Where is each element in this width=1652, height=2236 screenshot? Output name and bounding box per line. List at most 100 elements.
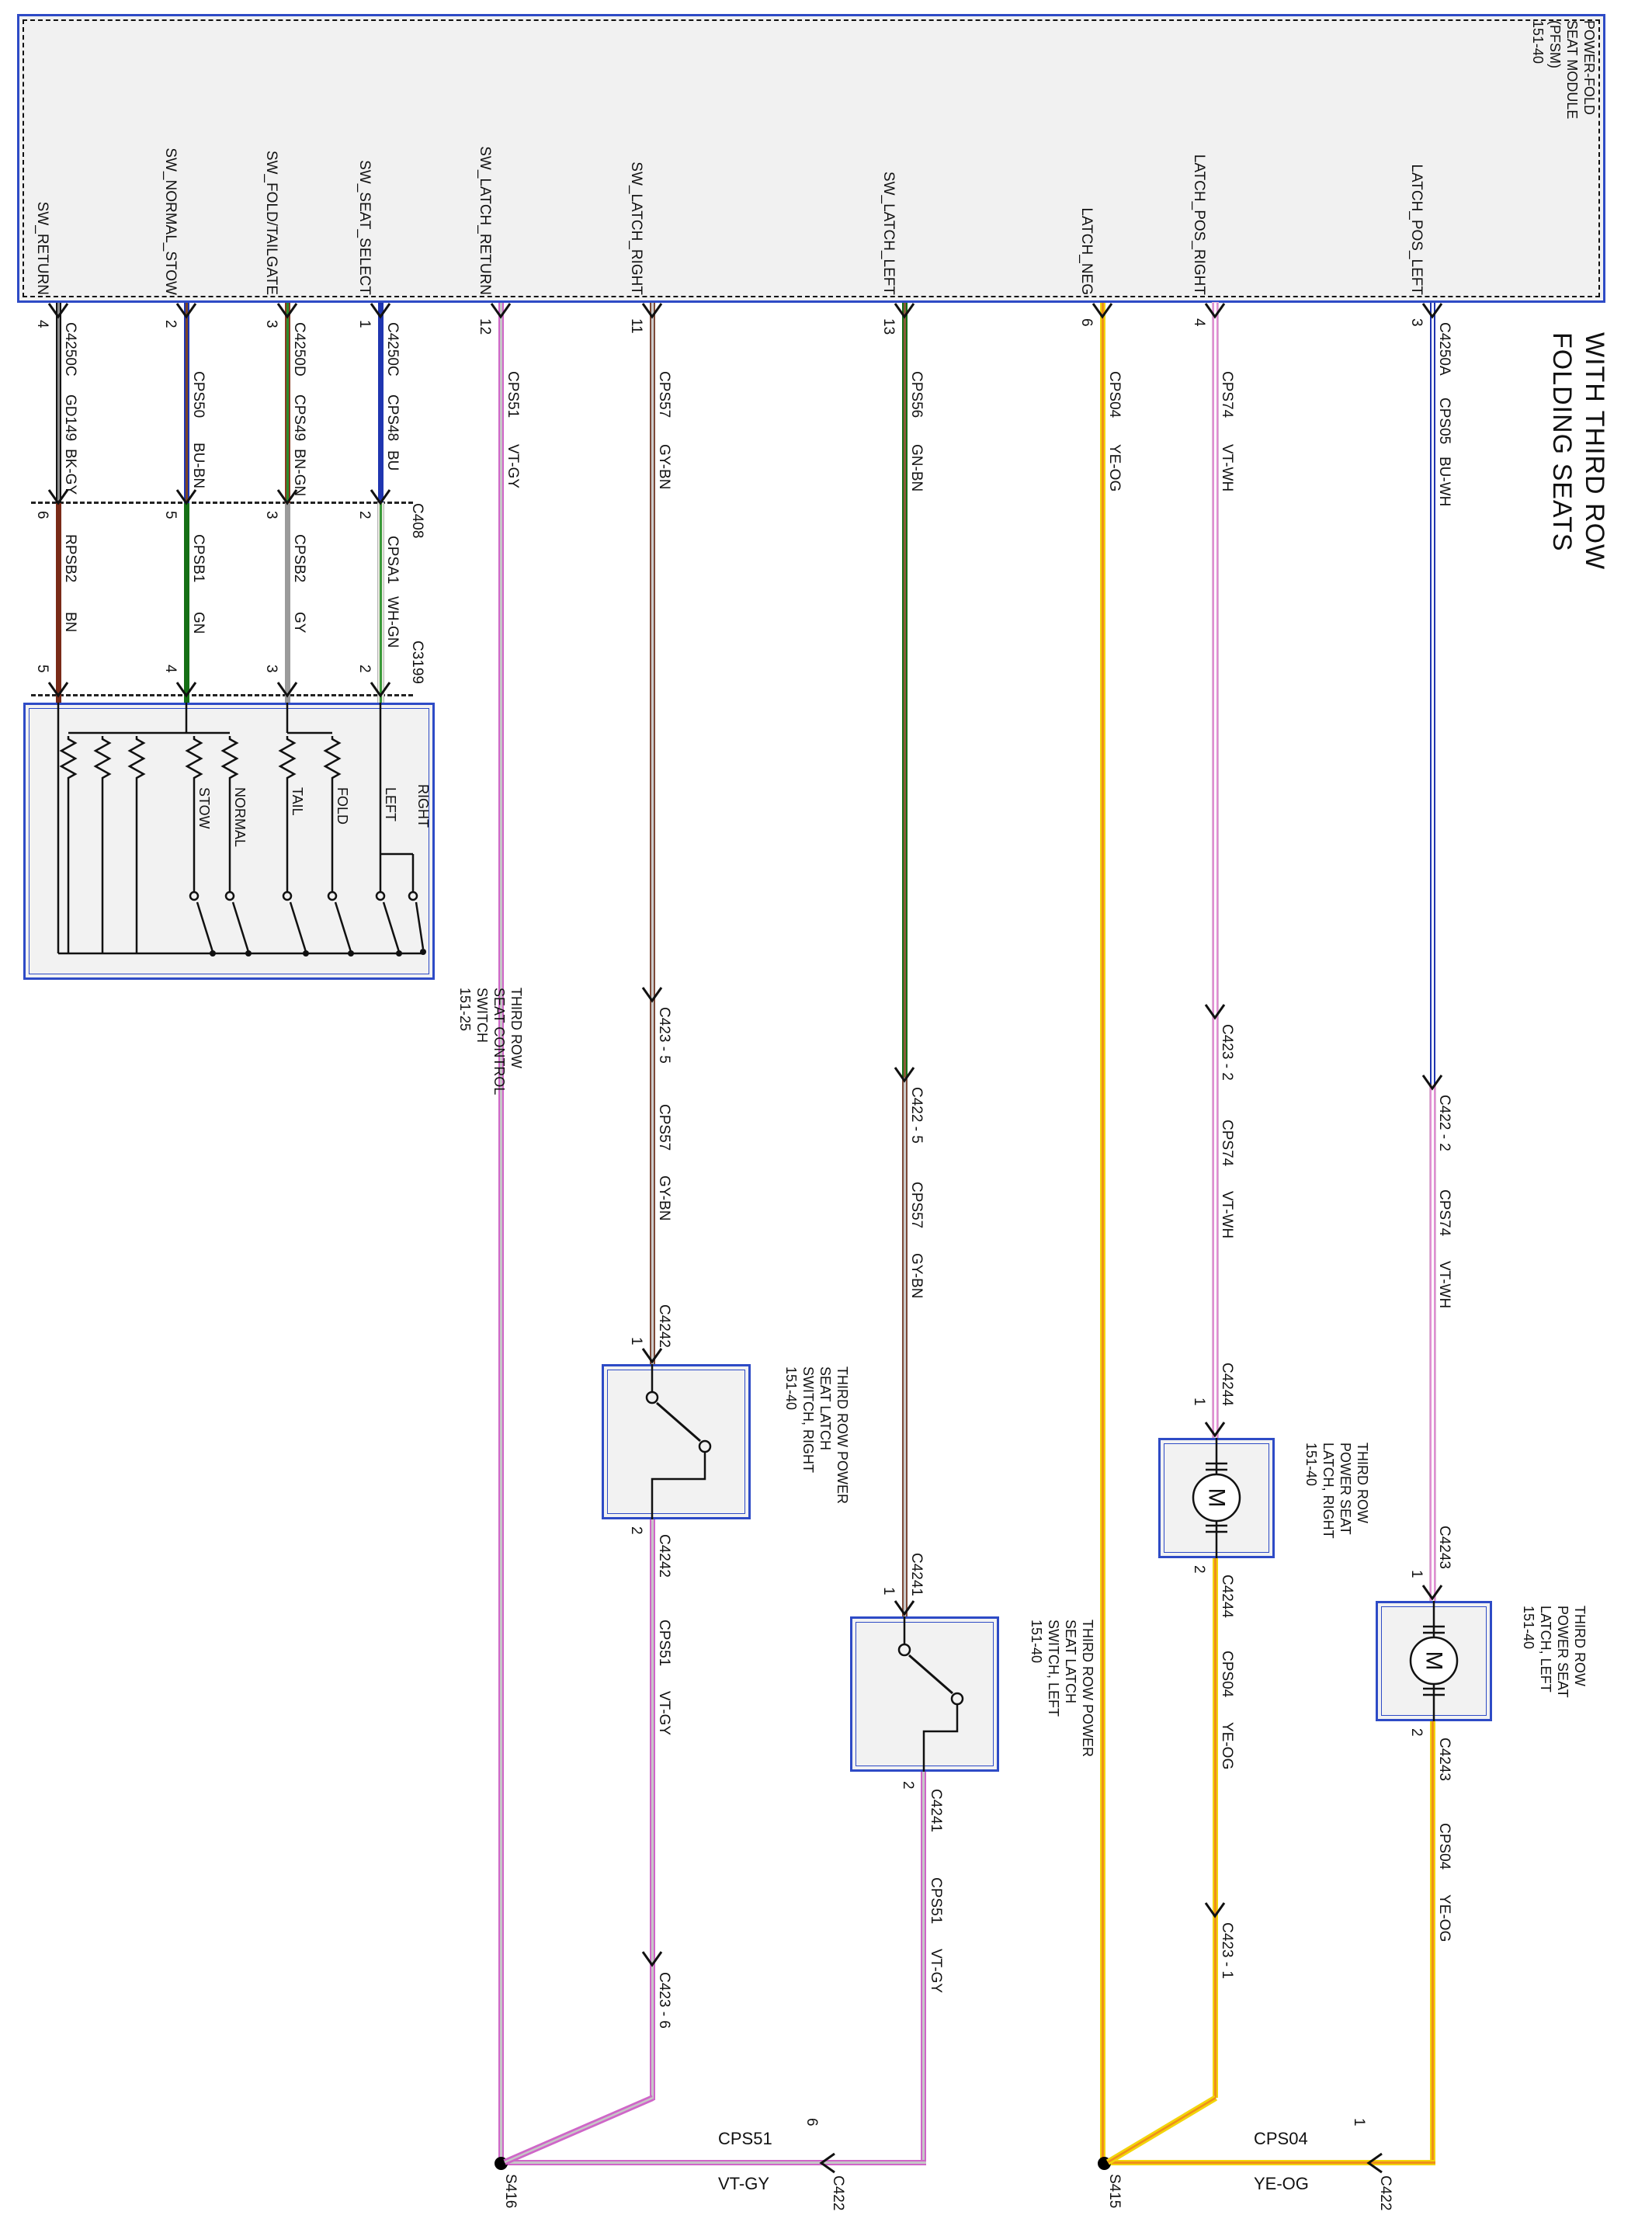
connector-label: C422 xyxy=(830,2175,846,2211)
circuit-label: CPS48 xyxy=(384,394,401,442)
splice-label-s416: S416 xyxy=(502,2174,519,2209)
latch-switch-right-box xyxy=(602,1364,751,1519)
pin-label-sw-latch-return: SW_LATCH_RETURN xyxy=(477,146,493,295)
pin-label-sw-fold-tailgate: SW_FOLD/TAILGATE xyxy=(263,150,279,295)
circuit-label: CPS51 xyxy=(928,1877,944,1925)
pin-number: 2 xyxy=(1408,1728,1425,1737)
pin-label-sw-normal-stow: SW_NORMAL_STOW xyxy=(162,148,179,295)
wire-cps51-vtgy-right-switch xyxy=(650,1519,655,2100)
circuit-label: CPS04 xyxy=(1254,2129,1308,2148)
diagonal-wires xyxy=(503,2095,1218,2165)
connector-label: C423 - 6 xyxy=(656,1972,672,2029)
circuit-label: CPS04 xyxy=(1106,371,1123,418)
color-label: GY-BN xyxy=(656,1175,672,1221)
circuit-label: RPSB2 xyxy=(62,534,78,583)
connector-label: C423 - 1 xyxy=(1219,1922,1235,1979)
color-label: GN xyxy=(190,612,206,634)
wire-cps57-gybn-left xyxy=(902,1078,908,1616)
color-label: GY xyxy=(291,612,307,634)
switch-pos-left: LEFT xyxy=(383,787,398,822)
seat-control-switch-caption: THIRD ROW SEAT CONTROL SWITCH 151-25 xyxy=(457,988,524,1095)
latch-motor-left-caption: THIRD ROW POWER SEAT LATCH, LEFT 151-40 xyxy=(1521,1606,1588,1698)
connector-label: C4243 xyxy=(1436,1526,1452,1569)
color-label: BU xyxy=(384,450,401,471)
seat-control-switch-box xyxy=(23,703,435,980)
connector-label: C4250D xyxy=(291,322,307,377)
switch-pos-right: RIGHT xyxy=(415,784,431,828)
wire-cps04-yeog-bottom xyxy=(1102,2160,1435,2165)
wire-cps04-yeog-right-motor xyxy=(1213,1558,1218,2098)
color-label: GY-BN xyxy=(908,1253,925,1299)
circuit-label: CPSB2 xyxy=(291,534,307,583)
splice-s415 xyxy=(1098,2157,1111,2170)
pin-number: 4 xyxy=(34,320,50,328)
pin-number: 2 xyxy=(1191,1565,1207,1574)
pin-number: 1 xyxy=(1351,2118,1367,2127)
connector-label: C4250C xyxy=(384,322,401,377)
pfsm-module-box xyxy=(17,14,1605,303)
connector-label: C422 - 2 xyxy=(1436,1095,1452,1151)
circuit-label: CPS56 xyxy=(908,371,925,418)
circuit-label: CPS49 xyxy=(291,394,307,442)
pin-number: 2 xyxy=(356,665,373,673)
pin-label-sw-seat-select: SW_SEAT_SELECT xyxy=(356,160,373,295)
pin-number: 1 xyxy=(1191,1398,1207,1406)
switch-pos-fold: FOLD xyxy=(335,787,350,825)
color-label: VT-WH xyxy=(1436,1261,1452,1309)
wire-cps74-vtwh-left xyxy=(1430,1085,1435,1601)
color-label: BN xyxy=(62,612,78,633)
latch-motor-right-box xyxy=(1158,1438,1275,1558)
pin-number: 5 xyxy=(162,511,179,519)
color-label: VT-WH xyxy=(1219,444,1235,492)
pin-number: 3 xyxy=(263,320,279,328)
circuit-label: CPS57 xyxy=(656,1104,672,1151)
color-label: YE-OG xyxy=(1436,1894,1452,1943)
wire-cps51-vtgy-bottom xyxy=(501,2160,926,2165)
latch-switch-left-box xyxy=(850,1616,999,1772)
connector-label: C4250C xyxy=(62,322,78,377)
connector-label-c3199: C3199 xyxy=(409,641,425,684)
circuit-label: CPS74 xyxy=(1219,371,1235,418)
wire-cps50-bubn xyxy=(184,303,189,503)
connector-label: C4243 xyxy=(1436,1738,1452,1781)
circuit-label: CPS50 xyxy=(190,371,206,418)
wire-cps05-buwh xyxy=(1430,303,1435,1085)
color-label: VT-GY xyxy=(656,1691,672,1736)
color-label: BU-BN xyxy=(190,443,206,489)
connector-label: C423 - 5 xyxy=(656,1007,672,1064)
wire-rpsb2-bn xyxy=(56,503,61,703)
circuit-label: CPS51 xyxy=(656,1620,672,1667)
latch-switch-right-caption: THIRD ROW POWER SEAT LATCH SWITCH, RIGHT 1… xyxy=(783,1366,850,1504)
connector-line-c408 xyxy=(31,502,413,504)
color-label: VT-WH xyxy=(1219,1191,1235,1239)
wire-cpsb1-gn xyxy=(184,503,189,703)
pin-label-sw-latch-right: SW_LATCH_RIGHT xyxy=(628,161,644,295)
connector-label: C4241 xyxy=(908,1553,925,1596)
wire-cps57-gybn-right xyxy=(650,303,655,1364)
wire-cpsb2-gy xyxy=(285,503,290,703)
pin-number: 3 xyxy=(1408,318,1425,327)
wire-cps51-vtgy-left-switch xyxy=(921,1772,926,2165)
pin-number: 13 xyxy=(880,318,897,335)
circuit-label: CPS04 xyxy=(1436,1823,1452,1870)
page-title: WITH THIRD ROW FOLDING SEATS xyxy=(1547,332,1609,571)
pin-number: 6 xyxy=(803,2118,820,2127)
pin-number: 1 xyxy=(880,1587,897,1595)
connector-label: C4242 xyxy=(656,1304,672,1348)
circuit-label: CPS74 xyxy=(1436,1189,1452,1237)
circuit-label: GD149 xyxy=(62,394,78,442)
pin-number: 2 xyxy=(162,320,179,328)
circuit-label: CPS05 xyxy=(1436,398,1452,445)
connector-label: C423 - 2 xyxy=(1219,1024,1235,1081)
latch-motor-left-box xyxy=(1376,1601,1492,1721)
splice-s416 xyxy=(495,2157,508,2170)
color-label: BK-GY xyxy=(62,449,78,495)
pin-number: 5 xyxy=(34,665,50,673)
color-label: BN-GN xyxy=(291,449,307,497)
splice-label-s415: S415 xyxy=(1106,2174,1123,2209)
pin-number: 1 xyxy=(628,1337,644,1345)
connector-line-c3199 xyxy=(31,694,413,696)
switch-pos-normal: NORMAL xyxy=(232,787,248,848)
circuit-label: CPS04 xyxy=(1219,1651,1235,1698)
